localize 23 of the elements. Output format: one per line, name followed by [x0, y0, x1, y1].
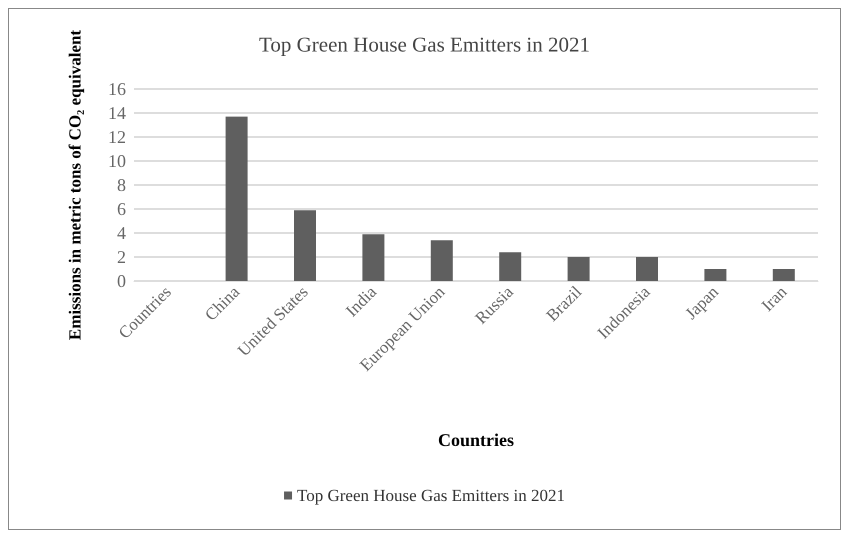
x-tick-label: Iran: [758, 282, 791, 316]
y-tick-label: 16: [108, 79, 126, 99]
y-tick-label: 4: [117, 223, 126, 243]
bar: [568, 257, 590, 281]
bar: [704, 269, 726, 281]
chart-title: Top Green House Gas Emitters in 2021: [259, 32, 590, 56]
y-tick-label: 12: [108, 127, 126, 147]
y-tick-label: 0: [117, 271, 126, 291]
y-tick-label: 14: [108, 103, 126, 123]
y-axis-title: Emissions in metric tons of CO₂ equivalent: [66, 30, 84, 340]
x-axis-title: Countries: [438, 430, 514, 450]
y-tick-label: 2: [117, 247, 126, 267]
y-tick-label: 10: [108, 151, 126, 171]
bar: [430, 240, 453, 281]
bar: [226, 116, 248, 281]
y-tick-label: 8: [117, 175, 126, 195]
bar: [499, 252, 522, 281]
bar: [772, 269, 795, 281]
bar: [362, 234, 384, 281]
bar: [294, 210, 316, 281]
legend-label: Top Green House Gas Emitters in 2021: [297, 486, 565, 505]
bar: [636, 257, 658, 281]
y-tick-label: 6: [117, 199, 126, 219]
